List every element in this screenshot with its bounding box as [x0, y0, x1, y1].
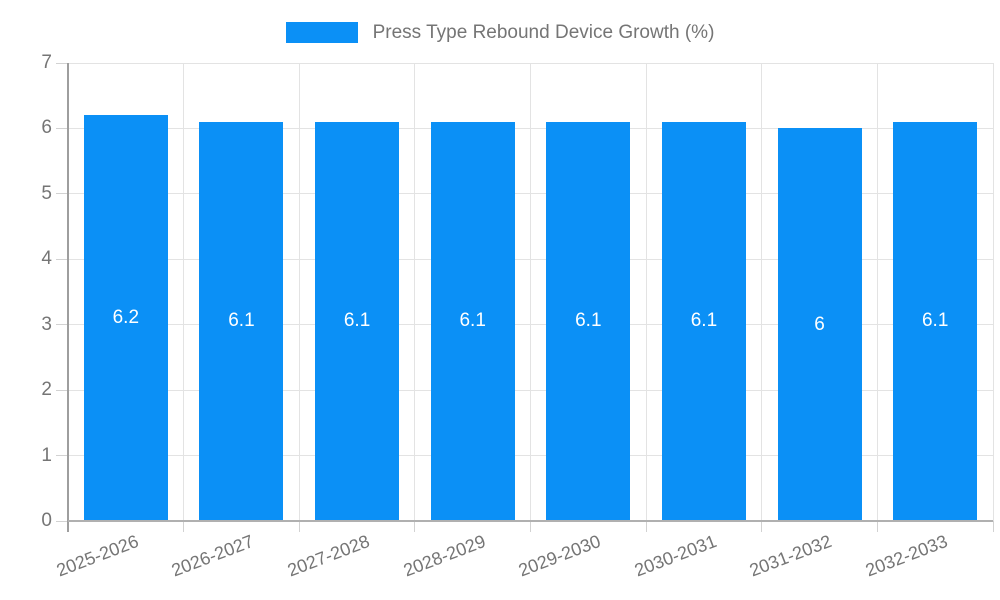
y-axis-label: 5	[41, 182, 52, 204]
bar-value-label: 6.2	[112, 307, 140, 329]
gridline-vertical	[876, 63, 878, 521]
gridline-vertical	[530, 63, 531, 521]
y-axis-label: 6	[41, 117, 52, 139]
x-axis-tick	[298, 521, 300, 532]
bar[interactable]	[315, 121, 400, 521]
bar[interactable]	[430, 121, 515, 521]
bar[interactable]	[777, 128, 862, 521]
x-axis-tick	[530, 521, 531, 532]
legend-swatch	[285, 21, 358, 43]
y-axis-label: 2	[41, 379, 52, 401]
gridline-vertical	[183, 63, 185, 521]
bar-value-label: 6.1	[459, 310, 486, 332]
x-axis-label: 2026-2027	[169, 531, 257, 581]
x-axis-tick	[761, 521, 763, 532]
y-axis-label: 3	[41, 313, 52, 335]
bar-value-label: 6	[814, 313, 825, 335]
bar[interactable]	[199, 121, 284, 521]
y-axis-label: 1	[41, 444, 52, 466]
x-axis-label: 2025-2026	[53, 531, 141, 581]
gridline-vertical	[645, 63, 647, 521]
x-axis-tick	[183, 521, 185, 532]
y-axis-line	[67, 63, 69, 532]
x-axis-tick	[414, 521, 416, 532]
bar[interactable]	[661, 121, 746, 521]
gridline-vertical	[761, 63, 763, 521]
bar-value-label: 6.1	[690, 310, 718, 332]
x-axis-label: 2028-2029	[400, 531, 488, 581]
bar-value-label: 6.1	[228, 310, 255, 332]
gridline-vertical	[298, 63, 300, 521]
bar-value-label: 6.1	[343, 310, 371, 332]
bar-value-label: 6.1	[921, 310, 949, 332]
bar[interactable]	[83, 115, 168, 521]
y-axis-tick	[56, 455, 68, 457]
y-axis-tick	[56, 258, 68, 260]
x-axis-tick	[876, 521, 878, 532]
x-axis-baseline	[68, 520, 993, 522]
y-axis-tick	[56, 193, 68, 195]
x-axis-label: 2027-2028	[284, 531, 373, 581]
legend[interactable]: Press Type Rebound Device Growth (%)	[0, 20, 1000, 44]
y-axis-label: 7	[41, 52, 52, 73]
y-axis-tick	[56, 324, 68, 326]
x-axis-label: 2030-2031	[631, 531, 720, 581]
y-axis-tick	[56, 389, 68, 391]
bar-value-label: 6.1	[575, 310, 602, 332]
legend-label: Press Type Rebound Device Growth (%)	[372, 21, 715, 43]
x-axis-label: 2029-2030	[515, 531, 604, 581]
x-axis-label: 2031-2032	[747, 531, 835, 581]
x-axis-tick	[992, 521, 994, 532]
bar[interactable]	[546, 121, 631, 521]
y-axis-label: 0	[41, 510, 52, 531]
bar[interactable]	[893, 121, 978, 521]
y-axis-tick	[56, 520, 68, 522]
y-axis-tick	[56, 62, 68, 64]
y-axis-tick	[56, 127, 68, 129]
x-axis-label: 2032-2033	[862, 531, 951, 581]
gridline-vertical	[992, 63, 994, 521]
gridline-vertical	[414, 63, 416, 521]
y-axis-label: 4	[41, 248, 52, 270]
x-axis-tick	[645, 521, 647, 532]
